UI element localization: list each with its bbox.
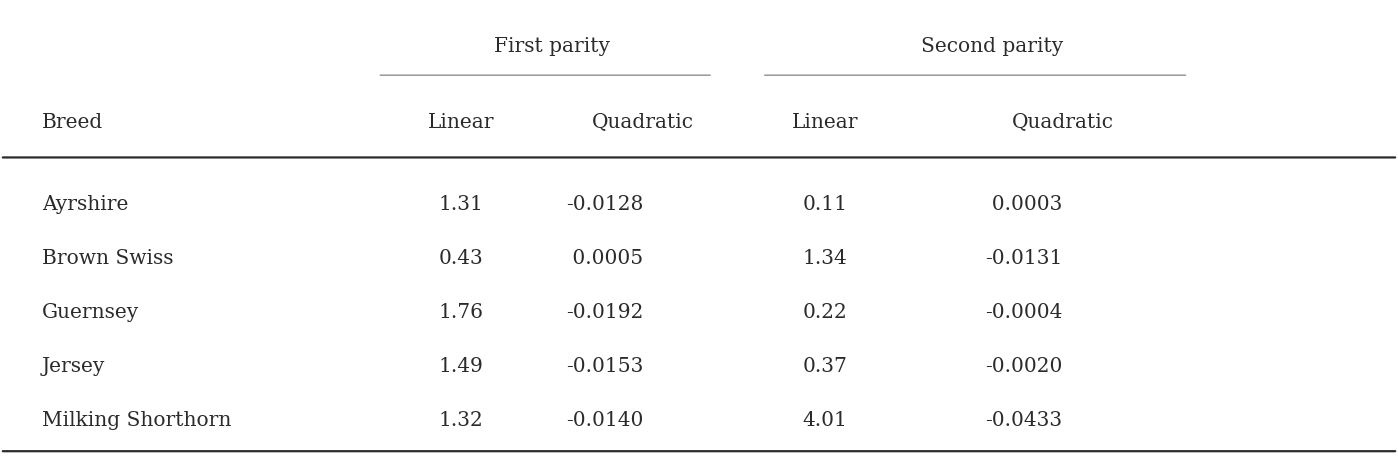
Text: Breed: Breed <box>42 113 103 132</box>
Text: First parity: First parity <box>495 38 610 56</box>
Text: 1.49: 1.49 <box>439 357 484 376</box>
Text: 0.0005: 0.0005 <box>566 249 643 268</box>
Text: Milking Shorthorn: Milking Shorthorn <box>42 411 231 430</box>
Text: -0.0433: -0.0433 <box>986 411 1062 430</box>
Text: 1.76: 1.76 <box>439 303 484 322</box>
Text: Brown Swiss: Brown Swiss <box>42 249 173 268</box>
Text: Jersey: Jersey <box>42 357 105 376</box>
Text: 1.31: 1.31 <box>439 195 484 214</box>
Text: 0.22: 0.22 <box>802 303 847 322</box>
Text: -0.0153: -0.0153 <box>566 357 643 376</box>
Text: 1.34: 1.34 <box>802 249 847 268</box>
Text: -0.0131: -0.0131 <box>986 249 1062 268</box>
Text: -0.0004: -0.0004 <box>986 303 1062 322</box>
Text: 0.43: 0.43 <box>439 249 484 268</box>
Text: Second parity: Second parity <box>921 38 1064 56</box>
Text: Guernsey: Guernsey <box>42 303 140 322</box>
Text: 4.01: 4.01 <box>802 411 847 430</box>
Text: -0.0140: -0.0140 <box>566 411 643 430</box>
Text: Linear: Linear <box>428 113 495 132</box>
Text: Ayrshire: Ayrshire <box>42 195 129 214</box>
Text: -0.0128: -0.0128 <box>566 195 643 214</box>
Text: Quadratic: Quadratic <box>1012 113 1113 132</box>
Text: Quadratic: Quadratic <box>593 113 693 132</box>
Text: 0.37: 0.37 <box>802 357 847 376</box>
Text: -0.0020: -0.0020 <box>986 357 1062 376</box>
Text: 0.0003: 0.0003 <box>979 195 1062 214</box>
Text: 1.32: 1.32 <box>439 411 484 430</box>
Text: -0.0192: -0.0192 <box>566 303 643 322</box>
Text: Linear: Linear <box>791 113 858 132</box>
Text: 0.11: 0.11 <box>802 195 847 214</box>
